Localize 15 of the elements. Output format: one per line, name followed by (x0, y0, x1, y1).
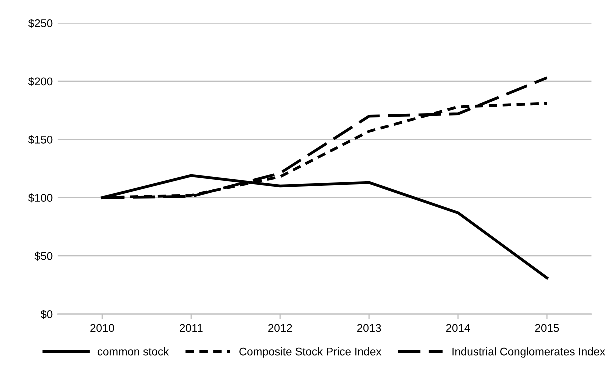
y-tick-label: $100 (28, 194, 53, 203)
legend-label: Composite Stock Price Index (240, 348, 382, 358)
y-tick-label: $150 (28, 135, 53, 144)
x-tick-label: 2011 (180, 324, 203, 332)
y-tick-label: $50 (34, 252, 53, 261)
x-tick-label: 2010 (90, 324, 114, 332)
x-tick-label: 2012 (268, 324, 292, 332)
x-tick-label: 2013 (358, 324, 382, 332)
x-tick-label: 2014 (446, 324, 470, 332)
y-tick-label: $0 (40, 310, 53, 320)
x-tick-label: 2015 (535, 324, 560, 332)
y-tick-label: $200 (28, 77, 53, 86)
legend-label: common stock (98, 348, 170, 356)
legend-label: Industrial Conglomerates Index (452, 348, 606, 358)
y-tick-label: $250 (28, 19, 53, 28)
